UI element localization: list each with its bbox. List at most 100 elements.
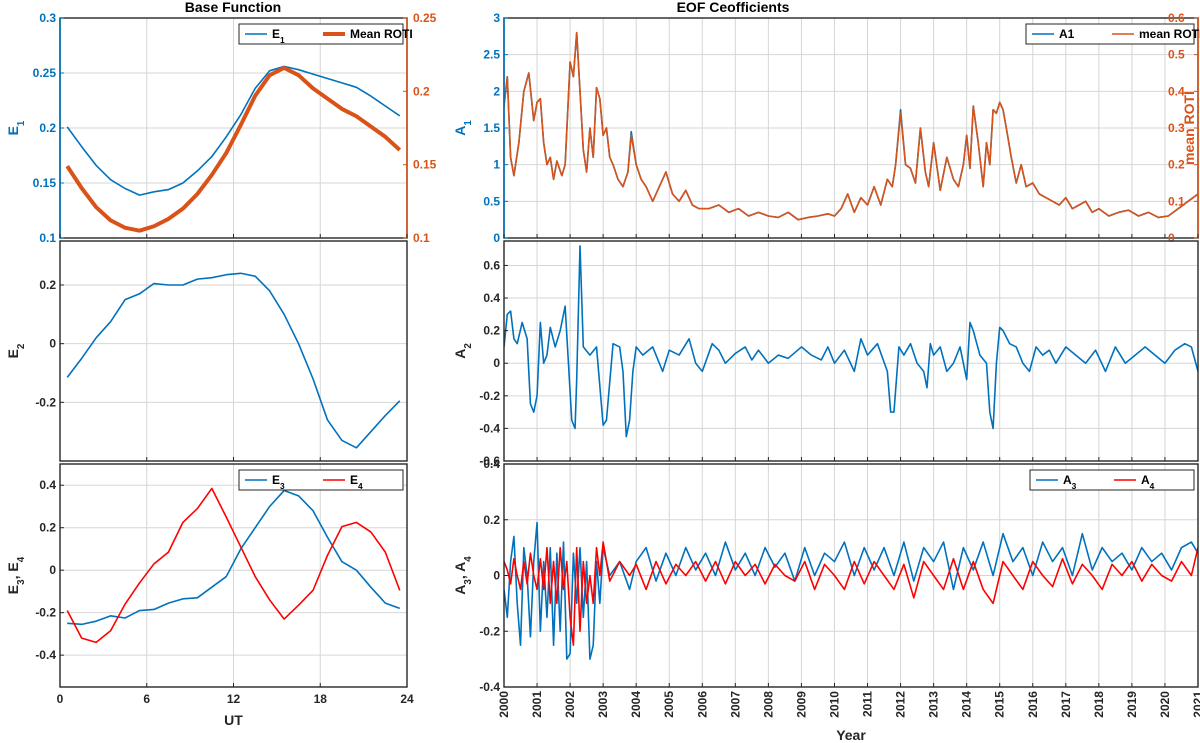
panel-left-mid: -0.2 0 0.2 E2 xyxy=(5,240,408,462)
legend-label: A1 xyxy=(1059,27,1075,41)
y-tick-label: 0 xyxy=(493,569,500,583)
y-tick-label: 0 xyxy=(493,231,500,245)
y-tick-label: -0.6 xyxy=(479,454,500,468)
y-tick-label: 0.3 xyxy=(39,11,56,25)
x-tick-label: 2010 xyxy=(827,691,841,718)
legend-label: A4 xyxy=(1141,473,1155,491)
y-tick-label: 0 xyxy=(49,337,56,351)
y-axis-title: E1 xyxy=(5,120,27,135)
y-axis-title: E2 xyxy=(5,343,27,358)
legend-box xyxy=(238,469,404,491)
x-tick-label: 2007 xyxy=(728,691,742,718)
y-axis-title: A2 xyxy=(452,343,474,359)
x-tick-label: 2012 xyxy=(894,691,908,718)
legend: A3 A4 xyxy=(1029,469,1195,491)
y2-tick-label: 0.25 xyxy=(413,11,437,25)
x-tick-label: 2002 xyxy=(563,691,577,718)
right-panel-title: EOF Ceofficients xyxy=(677,0,790,15)
x-axis-title: UT xyxy=(224,712,243,728)
y2-tick-label: 0.15 xyxy=(413,158,437,172)
x-tick-label: 2006 xyxy=(695,691,709,718)
x-tick-label: 6 xyxy=(143,692,150,706)
y-tick-label: 3 xyxy=(493,11,500,25)
y-tick-label: -0.2 xyxy=(479,624,500,638)
x-tick-label: 2003 xyxy=(596,691,610,718)
y-tick-label: 0.2 xyxy=(39,521,56,535)
series-line-mean-roti xyxy=(504,31,1198,221)
y2-tick-label: 0 xyxy=(1168,231,1175,245)
y-axis-title: A3, A4 xyxy=(452,556,474,595)
y-tick-label: -0.4 xyxy=(479,421,500,435)
y-tick-label: 0.15 xyxy=(33,176,57,190)
left-panel-title: Base Function xyxy=(185,0,281,15)
panel-right-bot: -0.4 -0.2 0 0.2 0.4 2000 2001 2002 2003 2004 2005 2… xyxy=(452,457,1200,743)
x-tick-label: 2009 xyxy=(794,691,808,718)
panel-left-bot: -0.4 -0.2 0 0.2 0.4 0 6 12 18 24 UT E3, E4 E3 E4 xyxy=(5,463,414,728)
legend-label: E1 xyxy=(272,27,285,45)
legend: E1 Mean ROTI xyxy=(238,23,413,45)
y-tick-label: 0.5 xyxy=(483,194,500,208)
y-tick-label: 0.4 xyxy=(39,478,56,492)
y2-tick-label: 0.5 xyxy=(1168,48,1185,62)
y-tick-label: 0 xyxy=(49,563,56,577)
x-tick-label: 2004 xyxy=(629,691,643,718)
y-tick-label: 2.5 xyxy=(483,48,500,62)
y-tick-label: -0.2 xyxy=(479,389,500,403)
legend-label: mean ROTI xyxy=(1139,27,1200,41)
legend-box xyxy=(1025,23,1195,45)
y-axis-title: A1 xyxy=(452,120,474,136)
x-tick-label: 12 xyxy=(227,692,241,706)
x-tick-label: 2011 xyxy=(861,691,875,717)
y-tick-label: 2 xyxy=(493,84,500,98)
x-tick-label: 2008 xyxy=(761,691,775,718)
series-line-a3 xyxy=(504,521,1198,660)
x-tick-label: 24 xyxy=(400,692,414,706)
panel-right-top: 0 0.5 1 1.5 2 2.5 3 0 0.1 0.2 0.3 0.4 0.5 0.6 A1 mean R… xyxy=(452,11,1200,245)
y2-tick-label: 0.2 xyxy=(413,84,430,98)
x-tick-label: 18 xyxy=(314,692,328,706)
y-tick-label: 0 xyxy=(493,356,500,370)
y-tick-label: 0.4 xyxy=(483,291,500,305)
y-axis-title: E3, E4 xyxy=(5,556,27,594)
x-tick-label: 2013 xyxy=(927,691,941,718)
x-tick-label: 2021 xyxy=(1191,691,1200,718)
y-tick-label: 0.6 xyxy=(483,258,500,272)
x-tick-label: 2017 xyxy=(1059,691,1073,718)
y2-tick-label: 0.3 xyxy=(1168,121,1185,135)
y-tick-label: -0.2 xyxy=(35,395,56,409)
y-tick-label: -0.2 xyxy=(35,606,56,620)
x-axis-title: Year xyxy=(836,727,866,743)
x-tick-label: 2018 xyxy=(1092,691,1106,718)
series-line-e2 xyxy=(66,272,401,449)
series-line-a2 xyxy=(504,245,1198,438)
series-line-e1 xyxy=(66,65,401,196)
x-tick-label: 2014 xyxy=(960,691,974,718)
x-tick-label: 0 xyxy=(57,692,64,706)
legend: E3 E4 xyxy=(238,469,404,491)
y-tick-label: 0.2 xyxy=(483,324,500,338)
series-line-e3 xyxy=(67,489,401,626)
y-tick-label: 0.2 xyxy=(39,121,56,135)
y-tick-label: 0.2 xyxy=(483,513,500,527)
legend-box xyxy=(1029,469,1195,491)
x-tick-label: 2000 xyxy=(497,691,511,718)
legend-box xyxy=(238,23,404,45)
x-tick-label: 2005 xyxy=(662,691,676,718)
y2-axis-title: mean ROTI xyxy=(1181,91,1197,165)
y2-tick-label: 0.6 xyxy=(1168,11,1185,25)
series-line-mean-roti xyxy=(65,65,402,233)
legend-label: E4 xyxy=(350,473,363,491)
y-tick-label: 0.2 xyxy=(39,278,56,292)
x-tick-label: 2015 xyxy=(993,691,1007,718)
x-tick-label: 2016 xyxy=(1026,691,1040,718)
axes-frame xyxy=(503,240,1199,462)
series-line-a4 xyxy=(504,541,1198,646)
series-line-a1 xyxy=(504,31,1198,221)
panel-right-mid: -0.6 -0.4 -0.2 0 0.2 0.4 0.6 A2 xyxy=(452,240,1199,468)
y-tick-label: 1 xyxy=(493,158,500,172)
y-tick-label: 0.4 xyxy=(483,457,500,471)
legend: A1 mean ROTI xyxy=(1025,23,1200,45)
y-tick-label: 0.25 xyxy=(33,66,57,80)
y-tick-label: -0.4 xyxy=(35,648,56,662)
